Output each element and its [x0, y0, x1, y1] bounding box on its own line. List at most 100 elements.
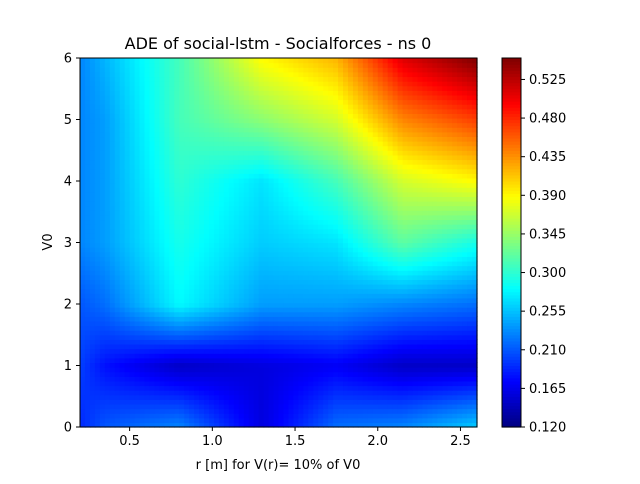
- heatmap-cell: [253, 256, 260, 262]
- heatmap-cell: [268, 200, 275, 207]
- heatmap-cell: [343, 182, 349, 188]
- heatmap-cell: [169, 408, 175, 414]
- heatmap-cell: [253, 348, 260, 354]
- heatmap-cell: [432, 302, 438, 308]
- heatmap-cell: [462, 348, 468, 354]
- heatmap-cell: [298, 316, 304, 322]
- heatmap-cell: [318, 417, 324, 423]
- heatmap-cell: [452, 353, 458, 359]
- heatmap-cell: [293, 196, 299, 202]
- heatmap-cell: [288, 376, 294, 382]
- heatmap-cell: [462, 196, 468, 202]
- heatmap-cell: [243, 422, 250, 428]
- heatmap-cell: [218, 210, 225, 216]
- heatmap-cell: [308, 242, 314, 248]
- heatmap-cell: [149, 224, 156, 230]
- heatmap-cell: [472, 334, 478, 340]
- heatmap-cell: [352, 247, 359, 253]
- heatmap-cell: [104, 187, 111, 193]
- heatmap-cell: [387, 270, 394, 276]
- heatmap-cell: [333, 247, 339, 253]
- heatmap-cell: [422, 210, 428, 216]
- heatmap-cell: [422, 353, 428, 359]
- heatmap-cell: [233, 210, 240, 216]
- heatmap-cell: [452, 307, 458, 313]
- heatmap-cell: [347, 173, 354, 179]
- heatmap-cell: [233, 288, 240, 294]
- heatmap-cell: [134, 399, 141, 405]
- heatmap-cell: [298, 154, 304, 161]
- heatmap-cell: [139, 284, 146, 290]
- heatmap-cell: [432, 320, 438, 327]
- heatmap-cell: [144, 307, 151, 313]
- heatmap-cell: [268, 228, 275, 234]
- heatmap-cell: [243, 191, 250, 197]
- heatmap-cell: [452, 394, 458, 400]
- heatmap-cell: [437, 150, 443, 156]
- heatmap-cell: [377, 154, 384, 161]
- heatmap-cell: [427, 403, 433, 410]
- heatmap-cell: [427, 399, 433, 405]
- heatmap-cell: [119, 196, 126, 202]
- heatmap-cell: [278, 205, 285, 211]
- heatmap-cell: [283, 320, 290, 327]
- heatmap-cell: [164, 385, 170, 391]
- heatmap-cell: [149, 205, 156, 211]
- heatmap-cell: [377, 224, 384, 230]
- heatmap-cell: [159, 237, 165, 244]
- heatmap-cell: [238, 177, 245, 184]
- heatmap-cell: [422, 182, 428, 188]
- heatmap-cell: [347, 233, 354, 239]
- heatmap-cell: [149, 210, 156, 216]
- heatmap-cell: [218, 390, 225, 396]
- heatmap-cell: [437, 251, 443, 257]
- heatmap-cell: [263, 330, 270, 336]
- heatmap-cell: [323, 237, 329, 244]
- heatmap-cell: [194, 307, 200, 313]
- heatmap-cell: [427, 256, 433, 262]
- heatmap-cell: [253, 311, 260, 317]
- heatmap-cell: [164, 251, 170, 257]
- heatmap-cell: [343, 422, 349, 428]
- heatmap-cell: [472, 367, 478, 373]
- heatmap-cell: [283, 353, 290, 359]
- heatmap-cell: [288, 362, 294, 368]
- heatmap-cell: [154, 348, 160, 354]
- heatmap-cell: [338, 399, 344, 405]
- heatmap-cell: [467, 228, 473, 234]
- heatmap-cell: [437, 408, 443, 414]
- heatmap-cell: [362, 394, 369, 400]
- heatmap-cell: [194, 270, 200, 276]
- heatmap-cell: [402, 214, 409, 221]
- heatmap-cell: [397, 408, 404, 414]
- heatmap-cell: [462, 265, 468, 271]
- heatmap-cell: [114, 205, 121, 211]
- heatmap-cell: [134, 233, 141, 239]
- heatmap-cell: [258, 376, 265, 382]
- heatmap-cell: [179, 228, 185, 234]
- heatmap-cell: [209, 141, 215, 147]
- heatmap-cell: [347, 224, 354, 230]
- heatmap-cell: [382, 297, 389, 304]
- heatmap-cell: [372, 150, 379, 156]
- heatmap-cell: [199, 417, 205, 423]
- heatmap-cell: [218, 200, 225, 207]
- heatmap-cell: [273, 399, 280, 405]
- heatmap-cell: [233, 242, 240, 248]
- heatmap-cell: [447, 417, 453, 423]
- heatmap-cell: [308, 247, 314, 253]
- heatmap-cell: [114, 136, 121, 142]
- heatmap-cell: [109, 228, 116, 234]
- heatmap-cell: [347, 210, 354, 216]
- heatmap-cell: [114, 334, 121, 340]
- heatmap-cell: [442, 214, 448, 221]
- heatmap-cell: [94, 242, 101, 248]
- heatmap-cell: [362, 164, 369, 170]
- heatmap-cell: [367, 293, 374, 299]
- heatmap-cell: [462, 339, 468, 345]
- heatmap-cell: [139, 293, 146, 299]
- heatmap-cell: [392, 196, 399, 202]
- heatmap-cell: [144, 168, 151, 174]
- heatmap-cell: [209, 343, 215, 350]
- heatmap-cell: [412, 307, 419, 313]
